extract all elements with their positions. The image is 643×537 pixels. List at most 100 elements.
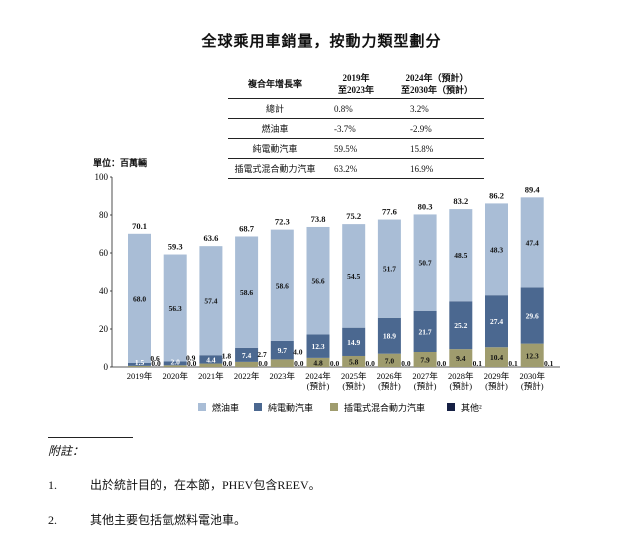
bar-total-label: 68.7 <box>239 223 255 233</box>
data-label-other: 0.0 <box>437 359 447 368</box>
bar-segment-bev <box>128 363 151 366</box>
cagr-row-value1: 0.8% <box>322 98 390 119</box>
data-label-bev: 27.4 <box>490 317 503 326</box>
legend-label-bev: 純電動汽車 <box>268 402 313 413</box>
legend-swatch-phev <box>330 403 338 411</box>
bar-segment-ice <box>485 203 508 296</box>
data-label-other: 0.0 <box>151 359 161 368</box>
cagr-row-value1: -3.7% <box>322 118 390 139</box>
bar-segment-phev <box>485 347 508 367</box>
bar-segment-ice <box>306 226 330 335</box>
x-tick-label: 2025年(預計) <box>341 371 367 391</box>
note-number: 1. <box>48 478 57 492</box>
bar-segment-bev <box>449 301 473 350</box>
x-tick-label: 2027年(預計) <box>412 371 438 391</box>
data-label-other: 0.0 <box>401 359 411 368</box>
data-label-bev: 18.9 <box>383 332 396 341</box>
legend-swatch-other <box>447 403 455 411</box>
y-tick-label: 80 <box>99 210 109 220</box>
bar-segment-bev <box>377 317 401 354</box>
bar-segment-phev <box>199 363 223 367</box>
bar-segment-phev <box>235 361 259 367</box>
bar-segment-phev <box>306 357 330 367</box>
cagr-row: 總計 0.8% 3.2% <box>228 98 484 119</box>
data-label-other: 0.0 <box>223 359 233 368</box>
bar-total-label: 83.2 <box>453 196 468 206</box>
bar-segment-phev <box>163 365 187 367</box>
data-label-ice: 58.6 <box>240 288 253 297</box>
x-tick-label: 2026年(預計) <box>377 371 403 391</box>
data-label-other: 0.1 <box>544 359 554 368</box>
cagr-row-value1: 59.5% <box>322 138 390 159</box>
data-label-other: 0.0 <box>258 359 268 368</box>
x-tick-label: 2020年 <box>162 371 188 381</box>
cagr-header-label: 複合年增長率 <box>228 70 322 99</box>
bar-total-label: 73.8 <box>311 214 326 224</box>
cagr-table: 複合年增長率 2019年 至2023年 2024年（預計） 至2030年（預計）… <box>228 70 484 179</box>
bar-segment-ice <box>270 229 294 341</box>
legend-swatch-ice <box>198 403 206 411</box>
x-tick-label: 2030年(預計) <box>519 371 545 391</box>
notes-heading: 附註： <box>48 444 85 458</box>
bar-segment-ice <box>520 197 544 288</box>
bar-segment-bev <box>520 287 544 344</box>
chart-title: 全球乘用車銷量，按動力類型劃分 <box>201 34 442 50</box>
data-label-phev: 4.0 <box>293 347 303 356</box>
bar-segment-phev <box>520 343 544 367</box>
cagr-row-label: 總計 <box>228 98 322 119</box>
data-label-ice: 48.3 <box>490 245 503 254</box>
data-label-other: 0.0 <box>294 359 304 368</box>
data-label-bev: 9.7 <box>278 346 288 355</box>
x-tick-label: 2028年(預計) <box>448 371 474 391</box>
data-label-ice: 58.6 <box>276 281 289 290</box>
data-label-ice: 68.0 <box>133 294 146 303</box>
data-label-bev: 12.3 <box>311 342 324 351</box>
data-label-ice: 54.5 <box>347 272 360 281</box>
bar-segment-bev <box>199 355 223 364</box>
data-label-ice: 51.7 <box>383 265 396 274</box>
legend-label-phev: 插電式混合動力汽車 <box>344 402 425 413</box>
cagr-header-period2: 2024年（預計） 至2030年（預計） <box>390 70 484 99</box>
x-tick-label: 2022年 <box>234 371 260 381</box>
data-label-bev: 14.9 <box>347 338 360 347</box>
data-label-bev: 4.4 <box>206 355 216 364</box>
cagr-row: 純電動汽車 59.5% 15.8% <box>228 138 484 159</box>
bar-segment-ice <box>377 219 401 318</box>
bar-total-label: 63.6 <box>203 233 218 243</box>
data-label-phev: 2.7 <box>257 350 267 359</box>
note-text: 出於統計目的，在本節，PHEV包含REEV。 <box>90 478 321 492</box>
data-label-phev: 10.4 <box>490 353 503 362</box>
cagr-row-value2: 3.2% <box>390 98 484 119</box>
y-tick-label: 100 <box>95 172 109 182</box>
data-label-other: 0.0 <box>366 359 376 368</box>
data-label-phev: 0.9 <box>186 353 196 362</box>
x-tick-label: 2023年 <box>270 371 296 381</box>
bar-segment-bev <box>342 327 366 356</box>
data-label-ice: 48.5 <box>454 251 467 260</box>
bar-segment-bev <box>163 361 187 366</box>
x-tick-label: 2024年(預計) <box>305 371 331 391</box>
bar-segment-phev <box>342 355 366 367</box>
data-label-bev: 7.4 <box>242 351 252 360</box>
cagr-row-value2: 15.8% <box>390 138 484 159</box>
cagr-row-label: 燃油車 <box>228 118 322 139</box>
bar-total-label: 89.4 <box>525 184 541 194</box>
bar-segment-phev <box>449 349 473 367</box>
bar-segment-phev <box>413 351 437 367</box>
data-label-ice: 47.4 <box>526 238 539 247</box>
notes-divider <box>48 437 133 438</box>
bar-total-label: 86.2 <box>489 190 504 200</box>
bar-segment-ice <box>163 254 187 362</box>
x-tick-label: 2019年 <box>127 371 153 381</box>
data-label-phev: 9.4 <box>456 354 466 363</box>
bar-segment-bev <box>306 334 330 358</box>
data-label-phev: 1.8 <box>222 352 232 361</box>
legend-label-ice: 燃油車 <box>212 402 239 413</box>
bar-total-label: 72.3 <box>275 217 290 227</box>
bar-segment-phev <box>270 359 294 367</box>
bar-total-label: 80.3 <box>418 201 433 211</box>
cagr-row-label: 插電式混合動力汽車 <box>228 158 322 179</box>
bar-segment-bev <box>413 310 437 352</box>
bar-total-label: 59.3 <box>168 242 183 252</box>
